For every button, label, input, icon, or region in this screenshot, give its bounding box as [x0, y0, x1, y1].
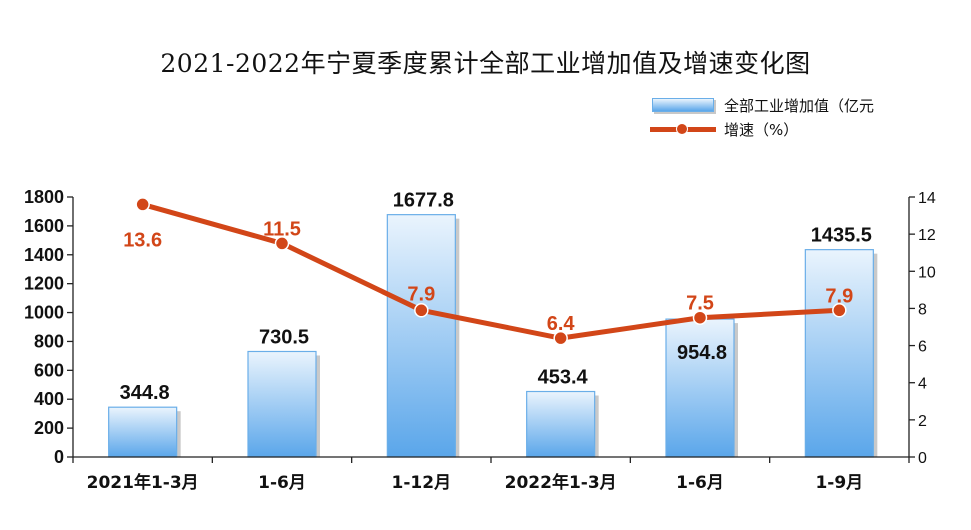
line-data-label: 11.5 [263, 218, 301, 240]
y-right-tick-label: 14 [918, 190, 936, 207]
bar-data-label: 344.8 [120, 382, 170, 404]
bar-data-label: 453.4 [538, 367, 589, 389]
y-left-tick-label: 200 [34, 418, 64, 438]
line-data-label: 7.5 [686, 293, 714, 315]
line-data-label: 7.9 [407, 283, 435, 305]
bar [526, 390, 596, 458]
x-tick-label: 1-6月 [676, 473, 724, 493]
x-tick-label: 1-9月 [815, 473, 863, 493]
y-right-tick-label: 6 [918, 339, 927, 356]
y-right-tick-label: 0 [918, 450, 927, 467]
y-right-tick-label: 2 [918, 413, 927, 430]
series-line [141, 202, 840, 341]
line-data-label: 13.6 [123, 229, 162, 251]
y-left-tick-label: 1800 [24, 187, 64, 207]
y-left-tick-label: 1600 [24, 216, 64, 236]
legend-label-bar: 全部工业增加值（亿元 [724, 96, 875, 115]
y-left-tick-label: 1400 [24, 245, 64, 265]
y-right-tick-label: 8 [918, 301, 927, 318]
bar-data-label: 1677.8 [393, 190, 454, 212]
line-data-label: 7.9 [825, 285, 853, 307]
y-left-tick-label: 800 [34, 331, 64, 351]
bar [108, 406, 178, 458]
bar-data-label: 730.5 [259, 326, 309, 348]
x-tick-label: 2022年1-3月 [505, 472, 617, 493]
y-left-tick-label: 1000 [24, 303, 64, 323]
y-left-tick-label: 1200 [24, 274, 64, 294]
legend-item-bar: 全部工业增加值（亿元 [650, 93, 874, 117]
legend-label-line: 增速（%） [724, 120, 799, 139]
bar [804, 249, 874, 458]
line-data-label: 6.4 [547, 313, 576, 335]
line-point [135, 197, 150, 212]
line-point [832, 303, 847, 318]
legend-item-line: 增速（%） [650, 117, 874, 141]
line-point [414, 303, 429, 318]
bar [386, 214, 456, 458]
y-left-tick-label: 600 [34, 360, 64, 380]
y-right-tick-label: 4 [918, 376, 927, 393]
bar [247, 350, 317, 458]
y-right-tick-label: 12 [918, 227, 936, 244]
legend-line-swatch [650, 122, 716, 136]
y-left-tick-label: 0 [54, 447, 64, 467]
line-point [692, 310, 708, 325]
bar-data-label: 1435.5 [811, 225, 872, 247]
x-tick-label: 2021年1-3月 [87, 472, 199, 493]
legend-bar-swatch [652, 98, 714, 112]
line-point [274, 236, 290, 251]
x-tick-label: 1-6月 [258, 473, 306, 493]
bar [665, 318, 735, 458]
chart-title: 2021-2022年宁夏季度累计全部工业增加值及增速变化图 [160, 49, 811, 78]
y-right-tick-label: 10 [918, 264, 936, 281]
y-left-tick-label: 400 [34, 389, 64, 409]
x-tick-label: 1-12月 [392, 473, 452, 493]
line-point [553, 330, 568, 346]
legend: 全部工业增加值（亿元 增速（%） [650, 93, 874, 141]
bar-data-label: 954.8 [677, 342, 727, 364]
